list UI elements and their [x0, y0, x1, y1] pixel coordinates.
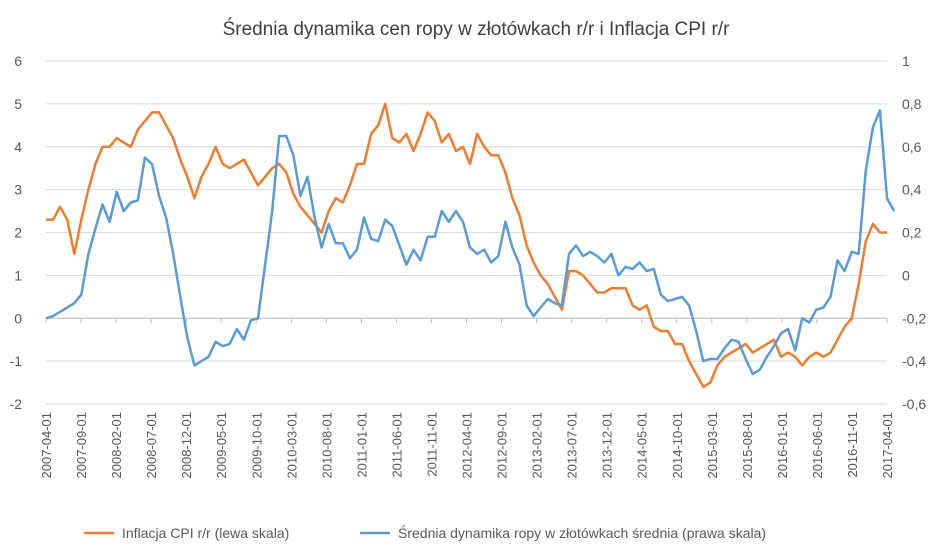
x-tick-label: 2012-04-01 — [460, 412, 475, 479]
series-line-oil — [45, 109, 896, 376]
y-right-tick-label: -0,2 — [902, 310, 926, 326]
x-tick-label: 2009-10-01 — [249, 412, 264, 479]
y-left-tick-label: 1 — [14, 267, 22, 283]
y-right-tick-label: -0,4 — [902, 353, 926, 369]
x-tick-label: 2017-04-01 — [880, 412, 895, 479]
x-tick-label: 2014-05-01 — [635, 412, 650, 479]
x-tick-label: 2015-03-01 — [705, 412, 720, 479]
x-tick-label: 2010-08-01 — [319, 412, 334, 479]
left-y-axis: -2 -1 0 1 2 3 4 5 6 — [10, 53, 23, 412]
y-right-tick-label: 0,8 — [902, 96, 922, 112]
x-tick-label: 2009-05-01 — [214, 412, 229, 479]
x-tick-label: 2008-12-01 — [179, 412, 194, 479]
y-left-tick-label: 4 — [14, 139, 22, 155]
y-left-tick-label: 6 — [14, 53, 22, 69]
y-left-tick-label: 2 — [14, 225, 22, 241]
right-y-axis: -0,6 -0,4 -0,2 0 0,2 0,4 0,6 0,8 1 — [902, 53, 926, 412]
x-tick-label: 2016-01-01 — [775, 412, 790, 479]
legend: Inflacja CPI r/r (lewa skala) Średnia dyn… — [84, 524, 766, 541]
x-tick-label: 2008-07-01 — [144, 412, 159, 479]
y-left-tick-label: 5 — [14, 96, 22, 112]
x-tick-label: 2016-11-01 — [845, 412, 860, 478]
y-right-tick-label: 0 — [902, 267, 910, 283]
x-tick-label: 2015-08-01 — [740, 412, 755, 479]
legend-label: Inflacja CPI r/r (lewa skala) — [122, 525, 289, 541]
series-lines — [45, 102, 896, 389]
y-right-tick-label: 0,6 — [902, 139, 922, 155]
x-tick-label: 2010-03-01 — [284, 412, 299, 479]
y-left-tick-label: -2 — [10, 396, 23, 412]
series-line-cpi — [46, 102, 887, 389]
y-right-tick-label: -0,6 — [902, 396, 926, 412]
y-left-tick-label: 0 — [14, 310, 22, 326]
x-tick-label: 2011-06-01 — [389, 412, 404, 478]
x-tick-label: 2013-02-01 — [530, 412, 545, 479]
y-right-tick-label: 1 — [902, 53, 910, 69]
x-tick-label: 2012-09-01 — [495, 412, 510, 479]
x-tick-label: 2011-11-01 — [424, 412, 439, 477]
x-tick-label: 2008-02-01 — [109, 412, 124, 479]
x-tick-label: 2013-12-01 — [600, 412, 615, 479]
x-tick-label: 2016-06-01 — [810, 412, 825, 479]
x-tick-label: 2007-04-01 — [39, 412, 54, 479]
legend-label: Średnia dynamika ropy w złotówkach średn… — [398, 524, 766, 541]
x-axis: 2007-04-01 2007-09-01 2008-02-01 2008-07-01… — [39, 317, 895, 479]
x-tick-label: 2013-07-01 — [565, 412, 580, 479]
y-left-tick-label: 3 — [14, 182, 22, 198]
y-right-tick-label: 0,2 — [902, 225, 922, 241]
x-tick-label: 2014-10-01 — [670, 412, 685, 479]
x-tick-label: 2011-01-01 — [354, 412, 369, 478]
chart-title: Średnia dynamika cen ropy w złotówkach r… — [223, 18, 731, 40]
y-right-tick-label: 0,4 — [902, 182, 922, 198]
y-left-tick-label: -1 — [10, 353, 23, 369]
x-tick-label: 2007-09-01 — [74, 412, 89, 479]
